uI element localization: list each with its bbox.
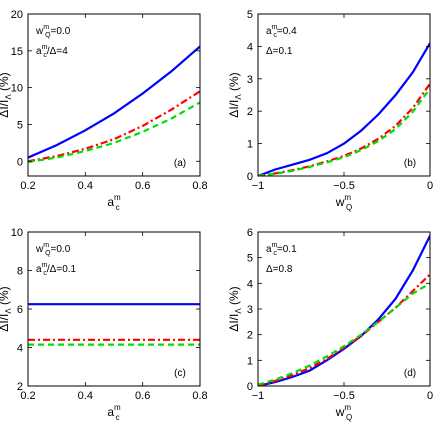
x-axis-label: wm Q bbox=[335, 193, 353, 212]
plot-frame bbox=[257, 231, 431, 387]
y-axis-label: ΔI/IΛ (%) bbox=[0, 72, 13, 117]
y-tick-label: 2 bbox=[247, 330, 253, 342]
x-axis-label: wm Q bbox=[335, 403, 353, 422]
y-tick-label: 20 bbox=[11, 9, 23, 21]
panel-tag: (a) bbox=[174, 158, 186, 169]
svg-text:ΔI/IΛ (%): ΔI/IΛ (%) bbox=[227, 286, 243, 331]
y-tick-label: 6 bbox=[247, 227, 253, 239]
panel-b: −1 −0.5 0 0 1 2 3 4 5 wm Q ΔI/IΛ (%) am c=0.4 Δ=0.1 (b) bbox=[227, 9, 433, 212]
y-tick-label: 3 bbox=[247, 304, 253, 316]
annotation: am c/Δ=4 bbox=[36, 44, 68, 59]
x-tick-label: 0 bbox=[427, 180, 433, 192]
y-tick-label: 0 bbox=[247, 381, 253, 393]
y-tick-label: 8 bbox=[17, 266, 23, 278]
series-line-3 bbox=[258, 282, 430, 386]
y-tick-label: 10 bbox=[11, 83, 23, 95]
y-tick-label: 5 bbox=[247, 9, 253, 21]
y-tick-label: 10 bbox=[11, 227, 23, 239]
x-tick-label: 0.8 bbox=[192, 180, 207, 192]
x-tick-label: 0.2 bbox=[20, 390, 35, 402]
panel-d: −1 −0.5 0 0 1 2 3 4 5 6 wm Q ΔI/IΛ (%) am c=0.1 Δ=0.8 (d… bbox=[227, 227, 433, 422]
y-tick-label: 2 bbox=[17, 381, 23, 393]
series-line-2 bbox=[258, 83, 430, 176]
plot-frame bbox=[27, 13, 201, 177]
panel-c: 0.2 0.4 0.6 0.8 2 4 6 8 10 am c ΔI/IΛ (%) wm Q=0.0 am c… bbox=[0, 227, 208, 422]
x-axis-label: am c bbox=[107, 193, 121, 212]
x-tick-label: −1 bbox=[252, 390, 265, 402]
panel-tag: (d) bbox=[404, 368, 416, 379]
y-tick-label: 4 bbox=[17, 343, 23, 355]
x-tick-label: −0.5 bbox=[333, 180, 355, 192]
series-line-3 bbox=[28, 101, 200, 164]
y-tick-label: 0 bbox=[247, 171, 253, 183]
svg-text:ΔI/IΛ (%): ΔI/IΛ (%) bbox=[0, 72, 13, 117]
annotation: wm Q=0.0 bbox=[35, 242, 71, 257]
plot-frame bbox=[257, 13, 431, 177]
annotation: am c/Δ=0.1 bbox=[36, 262, 77, 277]
y-tick-label: 5 bbox=[247, 253, 253, 265]
y-tick-label: 1 bbox=[247, 355, 253, 367]
series-line-1 bbox=[28, 45, 200, 159]
series-line-3 bbox=[258, 87, 430, 176]
x-tick-label: 0.4 bbox=[78, 180, 93, 192]
plot-frame bbox=[27, 231, 201, 387]
svg-text:ΔI/IΛ (%): ΔI/IΛ (%) bbox=[0, 286, 13, 331]
y-tick-label: 4 bbox=[247, 41, 253, 53]
annotation: am c=0.1 bbox=[266, 242, 297, 257]
annotation: wm Q=0.0 bbox=[35, 24, 71, 39]
series-line-1 bbox=[258, 42, 430, 176]
y-axis-label: ΔI/IΛ (%) bbox=[227, 286, 243, 331]
x-tick-label: 0.8 bbox=[192, 390, 207, 402]
y-tick-label: 15 bbox=[11, 46, 23, 58]
y-tick-label: 2 bbox=[247, 106, 253, 118]
series-line-2 bbox=[28, 90, 200, 163]
panel-a: 0.2 0.4 0.6 0.8 0 5 10 15 20 am c ΔI/IΛ (%) wm Q=0.0 a… bbox=[0, 9, 208, 212]
svg-text:ΔI/IΛ (%): ΔI/IΛ (%) bbox=[227, 72, 243, 117]
panel-tag: (b) bbox=[404, 158, 416, 169]
y-tick-label: 3 bbox=[247, 74, 253, 86]
x-tick-label: −0.5 bbox=[333, 390, 355, 402]
x-tick-label: 0.2 bbox=[20, 180, 35, 192]
y-tick-label: 6 bbox=[17, 304, 23, 316]
x-tick-label: 0.6 bbox=[135, 180, 150, 192]
x-tick-label: 0 bbox=[427, 390, 433, 402]
y-axis-label: ΔI/IΛ (%) bbox=[0, 286, 13, 331]
panel-tag: (c) bbox=[174, 368, 186, 379]
y-tick-label: 4 bbox=[247, 278, 253, 290]
annotation: Δ=0.1 bbox=[266, 46, 293, 57]
annotation: am c=0.4 bbox=[266, 24, 297, 39]
y-tick-label: 5 bbox=[17, 119, 23, 131]
y-tick-label: 1 bbox=[247, 139, 253, 151]
x-tick-label: 0.4 bbox=[78, 390, 93, 402]
x-tick-label: 0.6 bbox=[135, 390, 150, 402]
series-line-2 bbox=[258, 273, 430, 386]
series-line-1 bbox=[258, 235, 430, 386]
x-axis-label: am c bbox=[107, 403, 121, 422]
annotation: Δ=0.8 bbox=[266, 264, 293, 275]
x-tick-label: −1 bbox=[252, 180, 265, 192]
y-tick-label: 0 bbox=[17, 156, 23, 168]
y-axis-label: ΔI/IΛ (%) bbox=[227, 72, 243, 117]
